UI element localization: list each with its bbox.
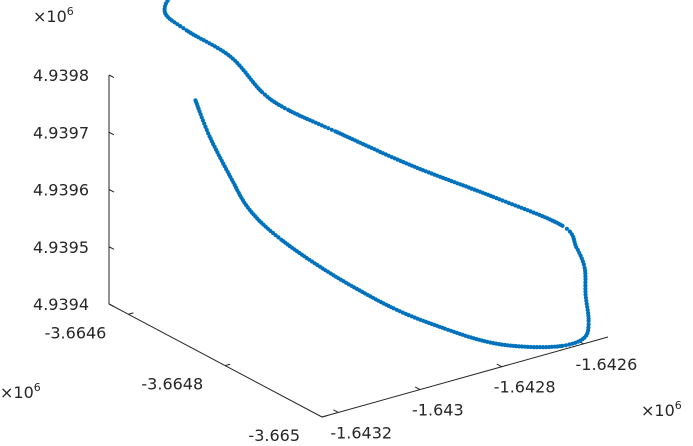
trajectory-point (583, 292, 588, 297)
trajectory-point (531, 345, 536, 350)
trajectory-point (200, 118, 205, 123)
trajectory-point (503, 199, 508, 204)
z-tick (108, 74, 115, 79)
x-tick-label: -1.6432 (330, 423, 392, 442)
axes (108, 75, 609, 418)
trajectory-point (543, 345, 549, 350)
trajectory-point (276, 235, 281, 240)
trajectory-point (322, 124, 328, 129)
trajectory-point (537, 345, 543, 350)
trajectory-point (333, 129, 338, 134)
trajectory-point (563, 343, 569, 348)
trajectory-point (326, 126, 331, 131)
trajectory-point (184, 28, 189, 33)
z-tick (108, 189, 115, 193)
trajectory-point (525, 344, 530, 349)
trajectory-point (583, 289, 588, 294)
trajectory-point (540, 345, 546, 350)
tick-marks (108, 74, 584, 418)
trajectory-point (583, 283, 588, 288)
trajectory-point (585, 304, 590, 310)
y-multiplier: ×106 (0, 381, 41, 402)
x-tick (496, 363, 503, 368)
trajectory-point (516, 204, 521, 209)
trajectory-point (586, 325, 591, 330)
trajectory-point (181, 26, 186, 31)
trajectory-point (583, 280, 588, 285)
trajectory-point (586, 322, 591, 327)
x-tick (333, 409, 339, 413)
x-tick-label: -1.643 (412, 401, 464, 420)
trajectory-point (584, 298, 589, 303)
trajectory-point (329, 127, 334, 132)
z-tick-label: 4.9398 (33, 66, 89, 85)
z-tick (108, 303, 115, 308)
trajectory-point (582, 265, 587, 270)
trajectory-points (162, 0, 591, 350)
y-tick (321, 415, 328, 418)
z-tick-label: 4.9394 (33, 295, 89, 314)
trajectory-point (509, 202, 515, 207)
trajectory-point (584, 301, 589, 306)
x-tick (414, 386, 421, 391)
z-tick-label: 4.9396 (33, 181, 89, 200)
z-tick (108, 246, 115, 250)
trajectory-point (564, 226, 570, 231)
trajectory-point (567, 229, 573, 234)
axis-multipliers: ×106 ×106 ×106 (0, 5, 682, 420)
x-tick-label: -1.6428 (494, 378, 556, 397)
trajectory-point (262, 92, 267, 97)
x-tick-label: -1.6426 (575, 355, 637, 374)
z-tick (108, 131, 115, 136)
trajectory-point (560, 343, 565, 348)
z-tick-label: 4.9397 (33, 123, 89, 142)
x-multiplier: ×106 (641, 399, 682, 420)
x-axis-line (321, 336, 609, 418)
y-tick (225, 363, 231, 367)
trajectory-point (528, 344, 533, 350)
trajectory-point (165, 0, 170, 3)
y-tick-label: -3.6648 (141, 375, 203, 394)
y-tick-label: -3.6646 (45, 323, 107, 342)
z-tick-label: 4.9395 (33, 238, 89, 257)
trajectory-point (583, 286, 588, 291)
trajectory-point (202, 121, 207, 126)
trajectory-point (583, 274, 588, 279)
trajectory-point (534, 345, 539, 350)
trajectory-point (567, 342, 572, 347)
trajectory-point (204, 127, 209, 133)
z-multiplier: ×106 (33, 5, 74, 26)
y-axis-line (108, 303, 323, 418)
trajectory-point (583, 277, 588, 282)
trajectory-point (286, 107, 291, 112)
tick-labels: 4.9394 4.9395 4.9396 4.9397 4.9398 -3.665 -3.6… (33, 66, 637, 445)
y-tick (128, 312, 134, 315)
y-tick-label: -3.665 (248, 426, 300, 445)
